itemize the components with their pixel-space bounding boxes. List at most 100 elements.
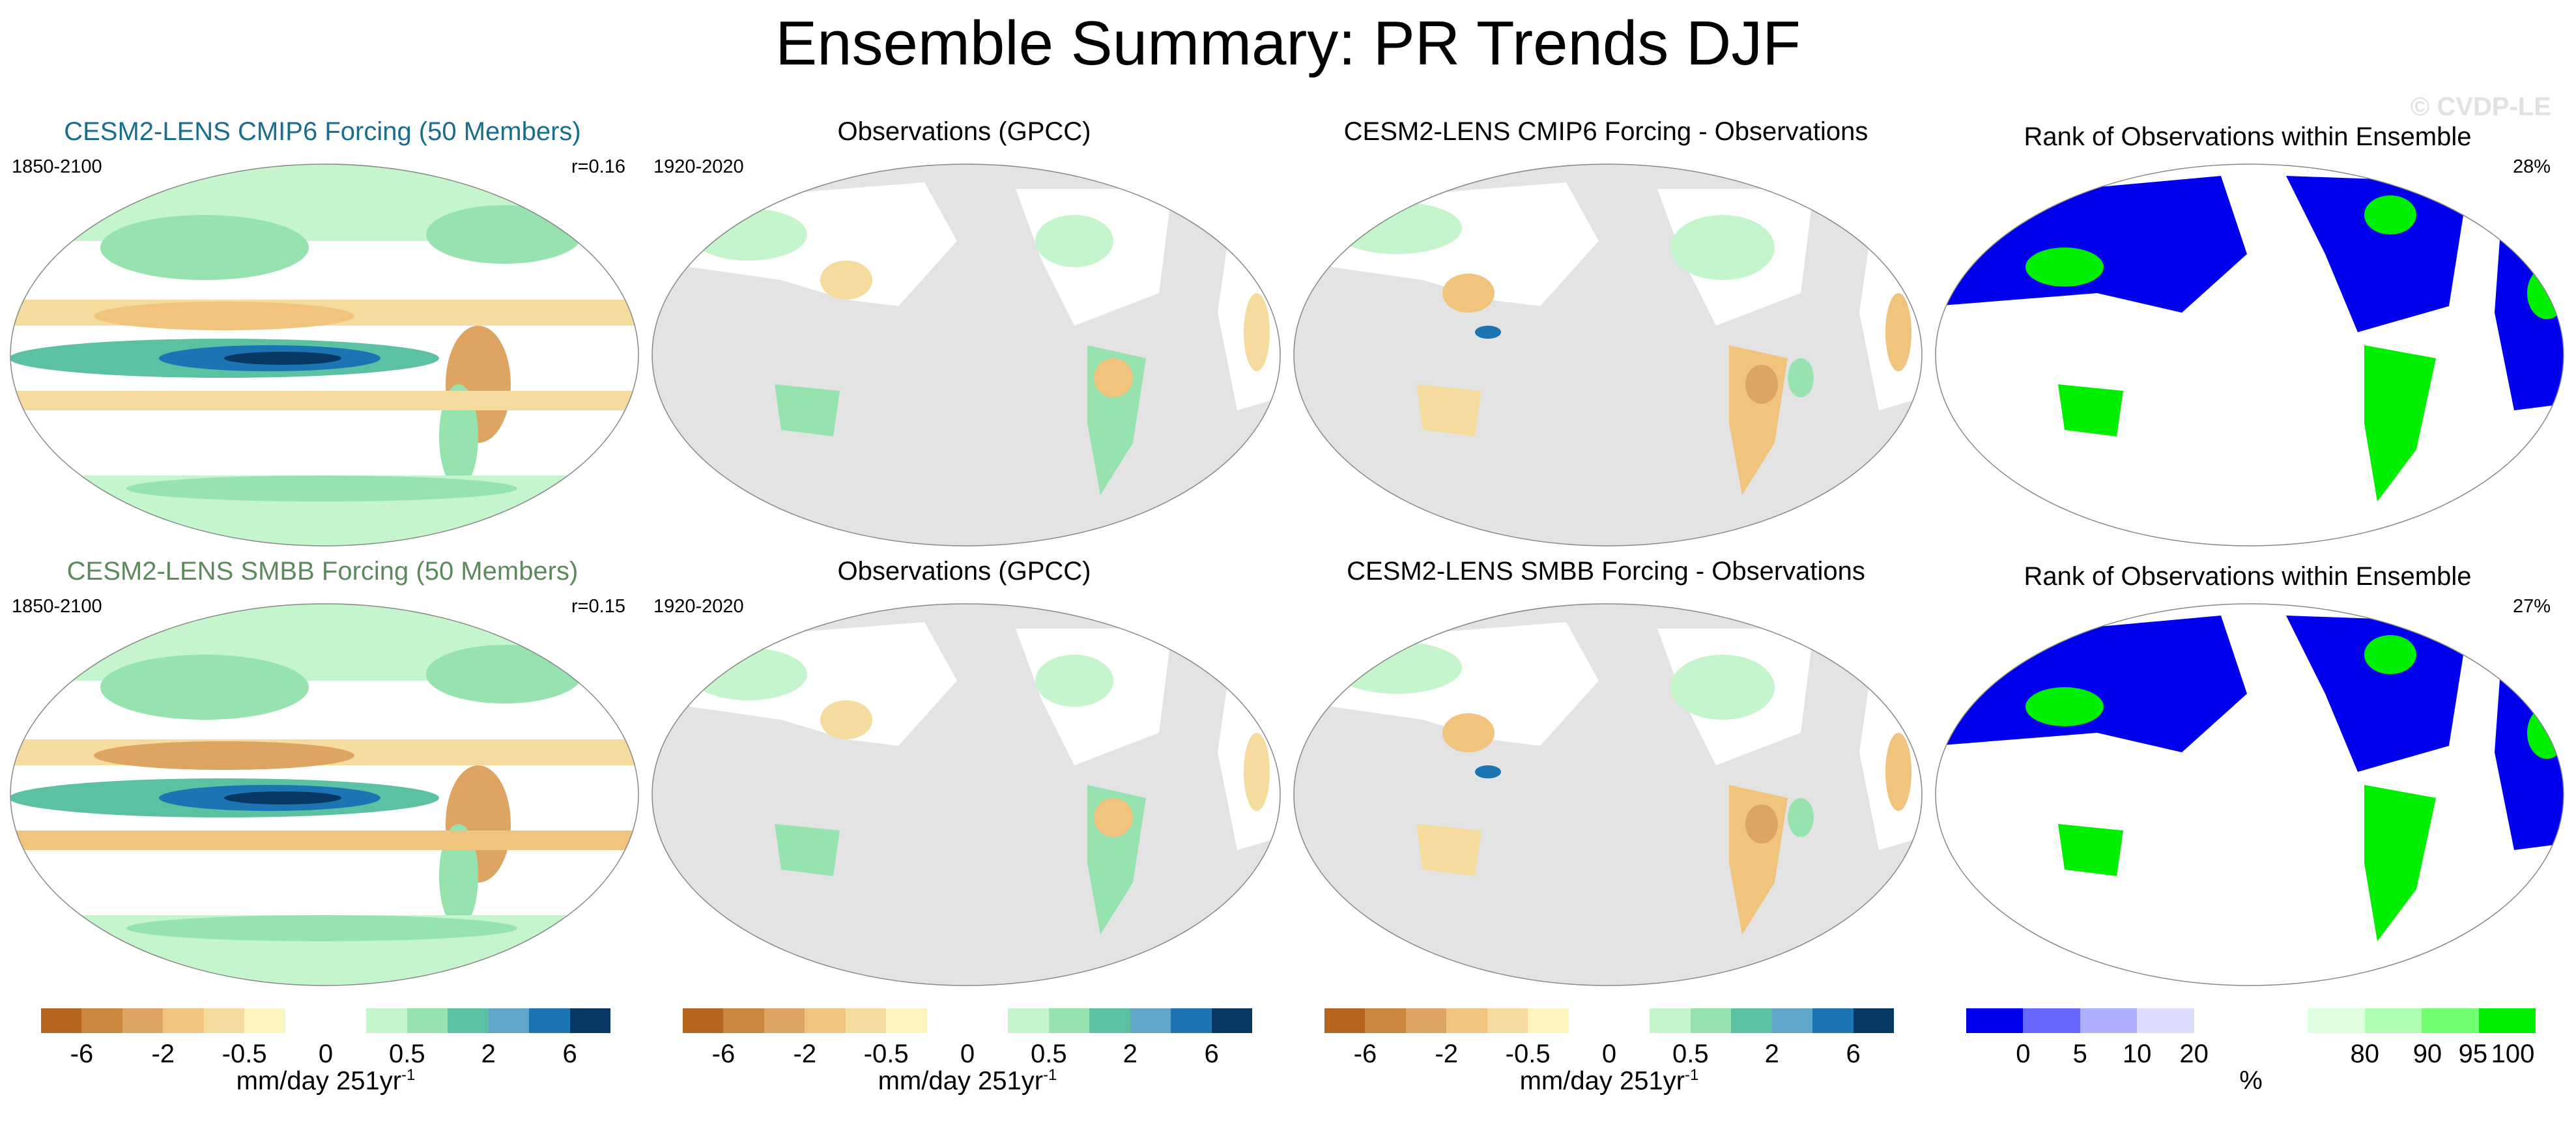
- period-label: 1920-2020: [653, 596, 744, 617]
- panel-model-cmip6: CESM2-LENS CMIP6 Forcing (50 Members) 18…: [0, 117, 645, 547]
- colorbar-segment: [886, 1008, 928, 1033]
- colorbar-segment: [1771, 1008, 1813, 1033]
- obs-trend-map: [651, 163, 1281, 546]
- colorbar-segment: [805, 1008, 846, 1033]
- model-trend-map: [10, 163, 639, 546]
- colorbar-tick-label: -0.5: [222, 1040, 267, 1068]
- colorbar-tick-label: 0.5: [1031, 1040, 1067, 1068]
- colorbar-segment: [2251, 1008, 2308, 1033]
- colorbar-segment: [448, 1008, 489, 1033]
- colorbar-segment: [285, 1008, 326, 1033]
- colorbar-tick-label: -6: [711, 1040, 736, 1068]
- colorbar-segment: [1324, 1008, 1366, 1033]
- colorbar-segment: [2478, 1008, 2536, 1033]
- colorbar-segment: [81, 1008, 123, 1033]
- obs-trend-map: [651, 603, 1281, 986]
- colorbar-tick-label: 0.5: [389, 1040, 425, 1068]
- colorbar-tick-label: 2: [1764, 1040, 1779, 1068]
- colorbar-segment: [1130, 1008, 1171, 1033]
- colorbar-segment: [1089, 1008, 1131, 1033]
- colorbar-segment: [2308, 1008, 2366, 1033]
- colorbar-segment: [1568, 1008, 1610, 1033]
- colorbar-segment: [683, 1008, 724, 1033]
- colorbar-tick-label: 2: [481, 1040, 496, 1068]
- panel-title: Observations (GPCC): [837, 557, 1091, 586]
- watermark: © CVDP-LE: [2410, 92, 2551, 121]
- colorbar-tick-label: 80: [2350, 1040, 2380, 1068]
- colorbar-label-2: mm/day 251yr-1: [878, 1066, 1057, 1096]
- rank-map: [1935, 163, 2564, 546]
- period-label: 1850-2100: [12, 596, 102, 617]
- colorbar-tick-label: -6: [1353, 1040, 1377, 1068]
- colorbar-label-rank: %: [2239, 1066, 2263, 1095]
- colorbar-tick-label: 5: [2072, 1040, 2087, 1068]
- panel-title: CESM2-LENS SMBB Forcing (50 Members): [66, 557, 579, 586]
- period-label: 1850-2100: [12, 156, 102, 177]
- colorbar-segment: [967, 1008, 1009, 1033]
- colorbar-tick-label: -0.5: [863, 1040, 909, 1068]
- colorbar-segment: [244, 1008, 286, 1033]
- difference-map: [1293, 603, 1923, 986]
- colorbar-segment: [723, 1008, 765, 1033]
- colorbar-segment: [1731, 1008, 1773, 1033]
- panel-title: Observations (GPCC): [837, 117, 1091, 146]
- panel-diff-1: CESM2-LENS CMIP6 Forcing - Observations: [1283, 117, 1928, 547]
- colorbar-segment: [366, 1008, 408, 1033]
- colorbar-segment: [569, 1008, 611, 1033]
- trend-colorbar-1: -6 -2 -0.5 0 0.5 2 6: [41, 1008, 611, 1068]
- rank-colorbar: 0 5 10 20 80 90 95 100: [1966, 1008, 2536, 1068]
- colorbar-tick-label: -6: [70, 1040, 94, 1068]
- colorbar-tick-label: 100: [2491, 1040, 2535, 1068]
- colorbar-segment: [764, 1008, 805, 1033]
- colorbar-segment: [2023, 1008, 2081, 1033]
- panel-title: Rank of Observations within Ensemble: [2024, 562, 2472, 591]
- colorbar-segment: [1650, 1008, 1691, 1033]
- colorbar-tick-label: 20: [2179, 1040, 2209, 1068]
- colorbar-tick-label: 0: [960, 1040, 975, 1068]
- panel-title: Rank of Observations within Ensemble: [2024, 122, 2472, 151]
- colorbar-segment: [1446, 1008, 1488, 1033]
- difference-map: [1293, 163, 1923, 546]
- correlation-label: r=0.16: [571, 156, 625, 177]
- colorbar-segment: [326, 1008, 367, 1033]
- colorbar-segment: [1812, 1008, 1854, 1033]
- colorbar-tick-label: 90: [2412, 1040, 2442, 1068]
- figure-title: Ensemble Summary: PR Trends DJF: [775, 8, 1801, 78]
- colorbar-tick-label: 10: [2122, 1040, 2152, 1068]
- colorbar-label-3: mm/day 251yr-1: [1519, 1066, 1699, 1096]
- period-label: 1920-2020: [653, 156, 744, 177]
- colorbar-segment: [122, 1008, 164, 1033]
- panel-model-smbb: CESM2-LENS SMBB Forcing (50 Members) 185…: [0, 557, 645, 987]
- panel-obs-2: Observations (GPCC) 1920-2020: [642, 557, 1287, 987]
- colorbar-segment: [407, 1008, 448, 1033]
- colorbar-segment: [1171, 1008, 1212, 1033]
- colorbar-tick-label: 0.5: [1672, 1040, 1709, 1068]
- panel-title: CESM2-LENS SMBB Forcing - Observations: [1347, 557, 1865, 586]
- colorbar-segment: [1853, 1008, 1895, 1033]
- correlation-label: r=0.15: [571, 596, 625, 617]
- rank-percent: 28%: [2512, 156, 2551, 177]
- colorbar-segment: [2137, 1008, 2195, 1033]
- panel-title: CESM2-LENS CMIP6 Forcing (50 Members): [64, 117, 581, 146]
- colorbar-tick-label: 6: [1846, 1040, 1861, 1068]
- colorbar-segment: [2194, 1008, 2252, 1033]
- panel-title: CESM2-LENS CMIP6 Forcing - Observations: [1343, 117, 1868, 146]
- colorbar-segment: [1487, 1008, 1528, 1033]
- colorbar-tick-label: -2: [151, 1040, 175, 1068]
- rank-map: [1935, 603, 2564, 986]
- rank-percent: 27%: [2512, 596, 2551, 617]
- colorbar-segment: [1211, 1008, 1253, 1033]
- colorbar-segment: [2364, 1008, 2422, 1033]
- colorbar-label-1: mm/day 251yr-1: [236, 1066, 416, 1096]
- trend-colorbar-2: -6 -2 -0.5 0 0.5 2 6: [683, 1008, 1253, 1068]
- colorbar-segment: [529, 1008, 571, 1033]
- colorbar-tick-label: 6: [1204, 1040, 1219, 1068]
- panel-rank-2: Rank of Observations within Ensemble 27%: [1925, 557, 2570, 987]
- colorbar-segment: [1405, 1008, 1447, 1033]
- panel-rank-1: Rank of Observations within Ensemble 28%: [1925, 117, 2570, 547]
- colorbar-tick-label: -2: [1435, 1040, 1459, 1068]
- colorbar-tick-label: 0: [318, 1040, 334, 1068]
- colorbar-tick-label: 0: [2016, 1040, 2031, 1068]
- colorbar-segment: [1365, 1008, 1407, 1033]
- colorbar-tick-label: 0: [1601, 1040, 1617, 1068]
